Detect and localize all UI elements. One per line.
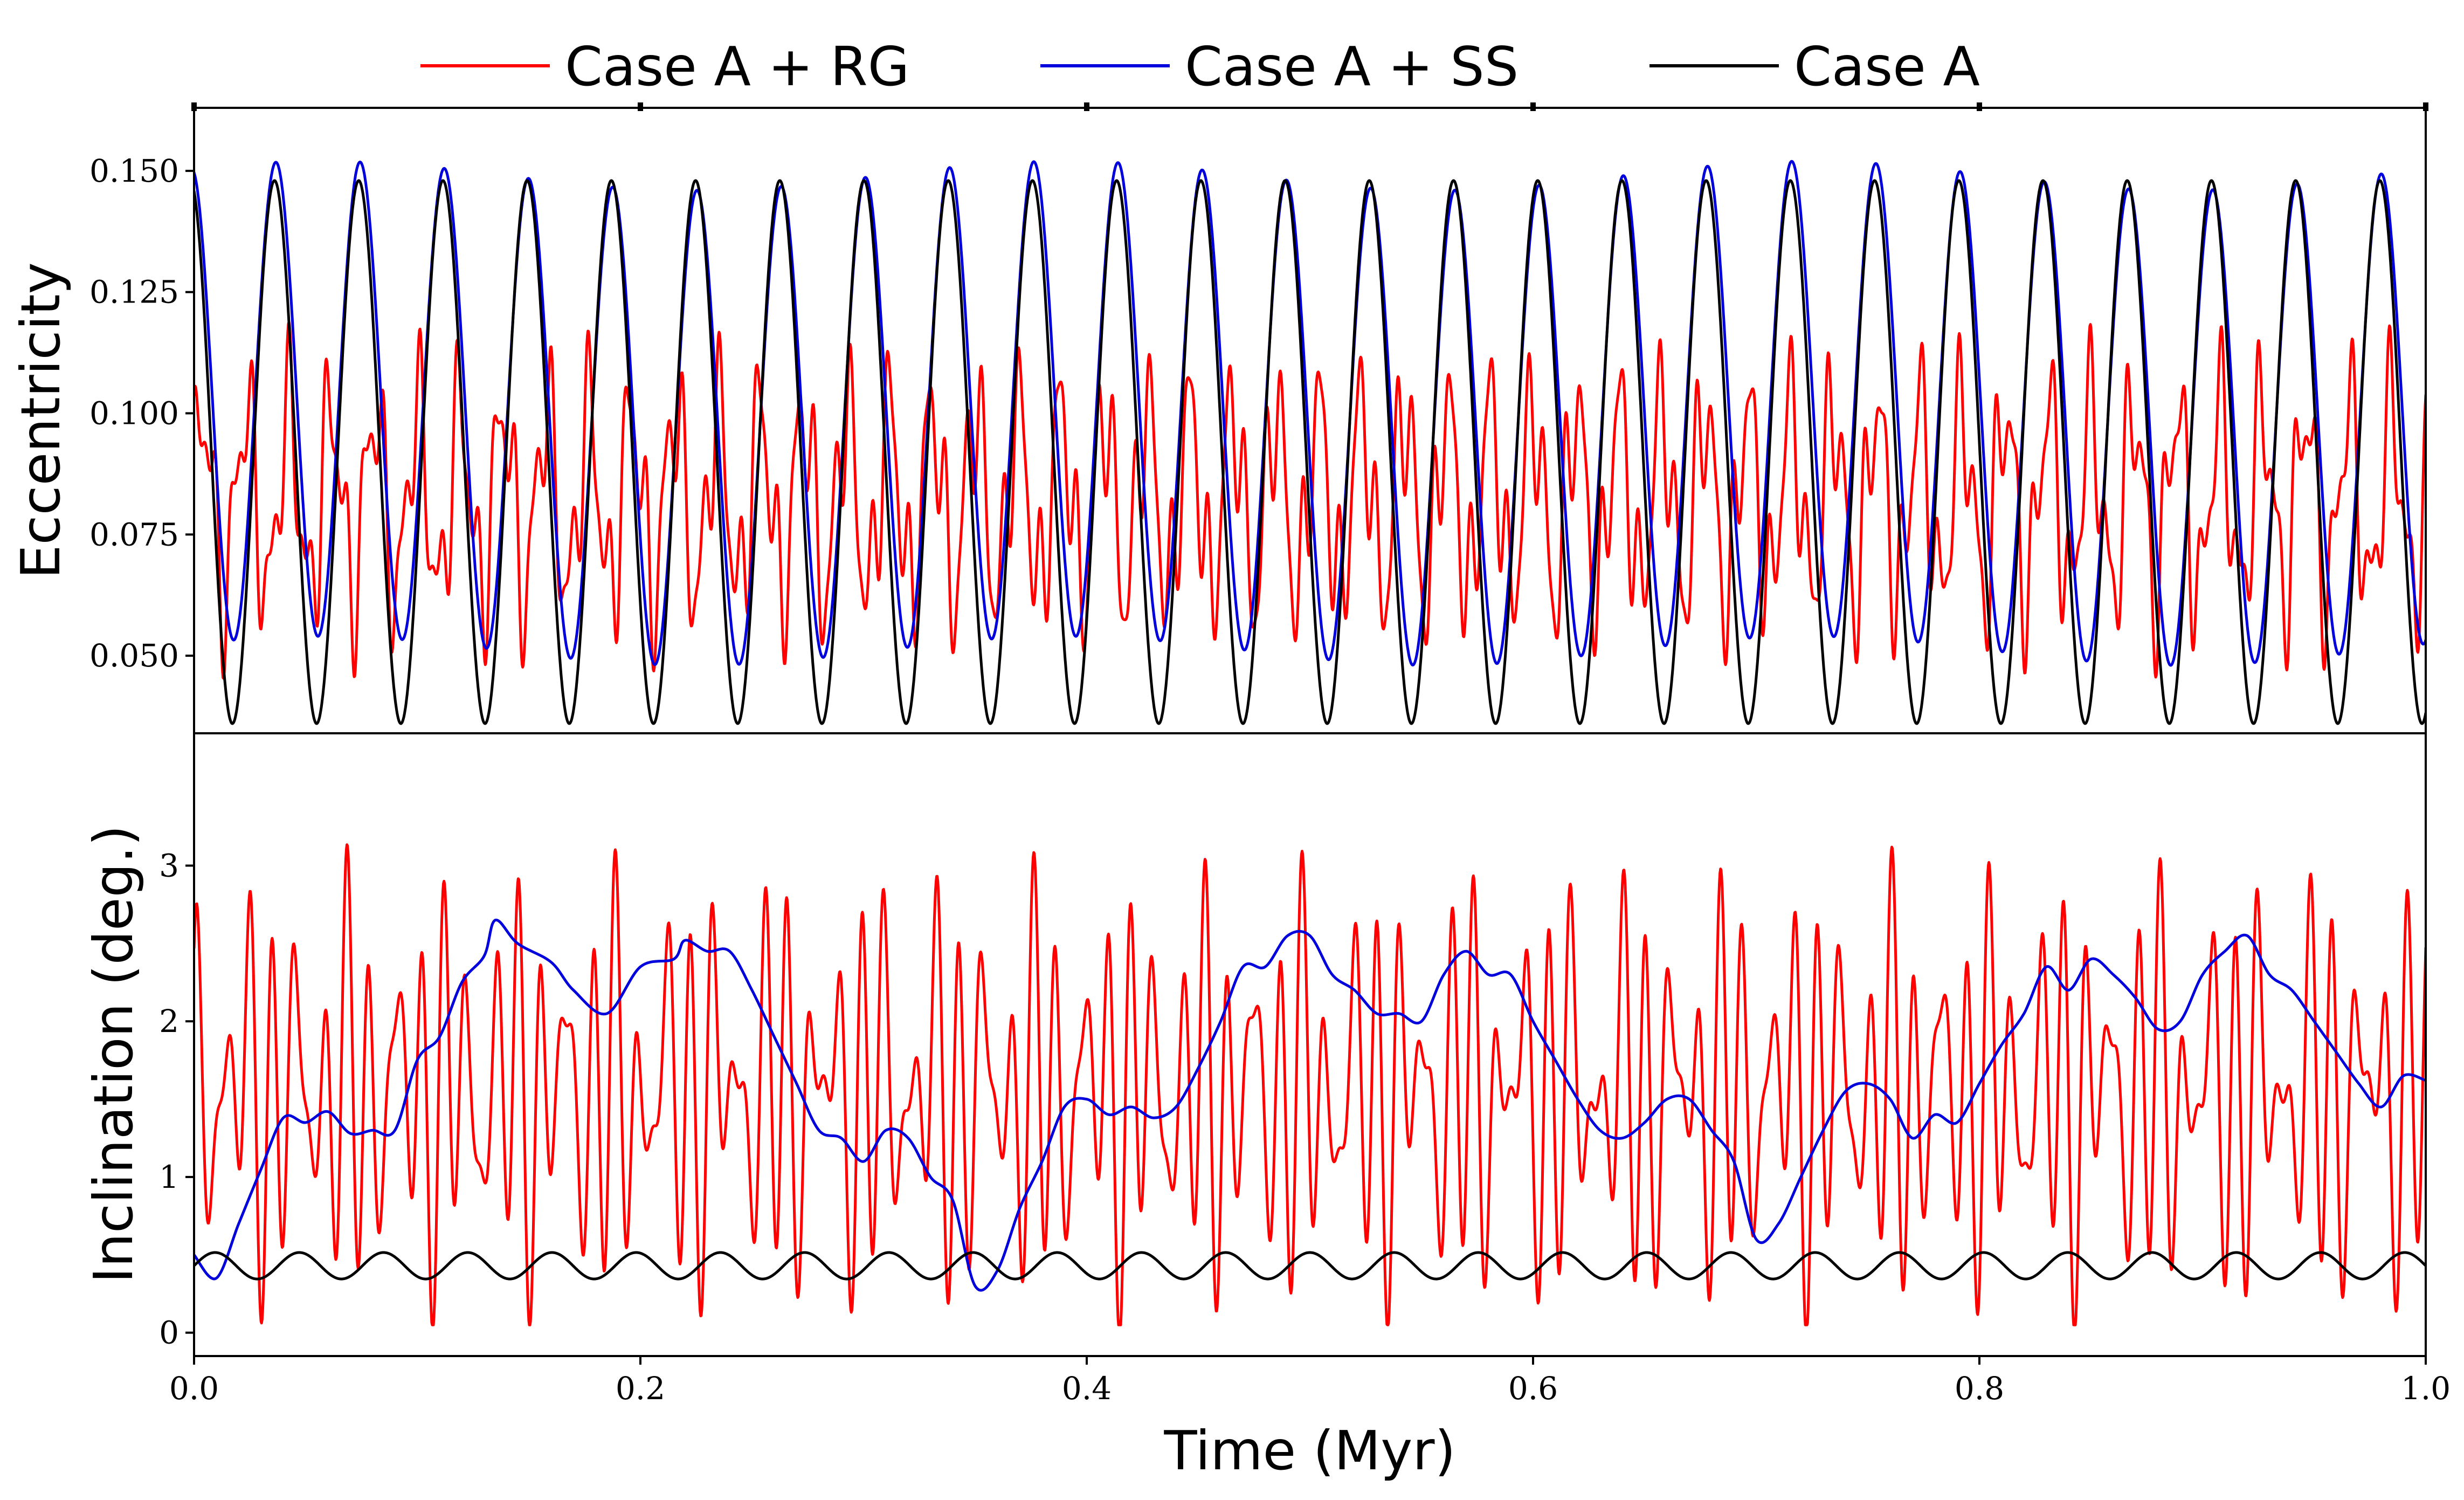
inclination-panel: 0 1 2 3 Inclination (deg.): [82, 732, 2427, 1357]
eccentricity-ytick-label: 0.150: [89, 153, 179, 189]
legend-label-case-a-ss: Case A + SS: [1185, 35, 1519, 98]
eccentricity-series-case-a: [194, 179, 2426, 725]
eccentricity-panel: 0.050 0.075 0.100 0.125 0.150 Eccentricity: [9, 107, 2427, 734]
eccentricity-ytick-label: 0.050: [89, 637, 179, 674]
inclination-series-case-a-ss: [194, 918, 2426, 1292]
inclination-frame: [193, 732, 2427, 1357]
inclination-axis-title: Inclination (deg.): [82, 825, 145, 1283]
inclination-ytick-label: 1: [159, 1159, 179, 1195]
legend-label-case-a: Case A: [1794, 35, 1980, 98]
x-tick-label: 0.2: [616, 1370, 665, 1407]
inclination-series-case-a-rg: [194, 843, 2426, 1326]
eccentricity-ytick-label: 0.125: [89, 274, 179, 311]
x-tick-label: 1.0: [2401, 1370, 2451, 1407]
legend-label-case-a-rg: Case A + RG: [565, 35, 909, 98]
eccentricity-ytick-label: 0.075: [89, 516, 179, 553]
x-tick-label: 0.8: [1955, 1370, 2004, 1407]
inclination-ytick-label: 2: [159, 1003, 179, 1040]
x-axis: 0.0 0.2 0.4 0.6 0.8 1.0: [169, 102, 2451, 1407]
x-tick-label: 0.0: [169, 1370, 219, 1407]
inclination-ytick-label: 0: [159, 1315, 179, 1351]
legend: Case A + RG Case A + SS Case A: [420, 35, 1980, 98]
inclination-series-case-a: [194, 1251, 2426, 1281]
x-axis-title: Time (Myr): [1163, 1419, 1455, 1482]
x-tick-label: 0.4: [1062, 1370, 1112, 1407]
inclination-ytick-label: 3: [159, 847, 179, 884]
eccentricity-series-case-a-rg: [194, 320, 2426, 680]
eccentricity-ytick-label: 0.100: [89, 395, 179, 432]
x-tick-label: 0.6: [1508, 1370, 1558, 1407]
eccentricity-series-case-a-ss: [194, 160, 2426, 667]
eccentricity-axis-title: Eccentricity: [9, 262, 72, 579]
